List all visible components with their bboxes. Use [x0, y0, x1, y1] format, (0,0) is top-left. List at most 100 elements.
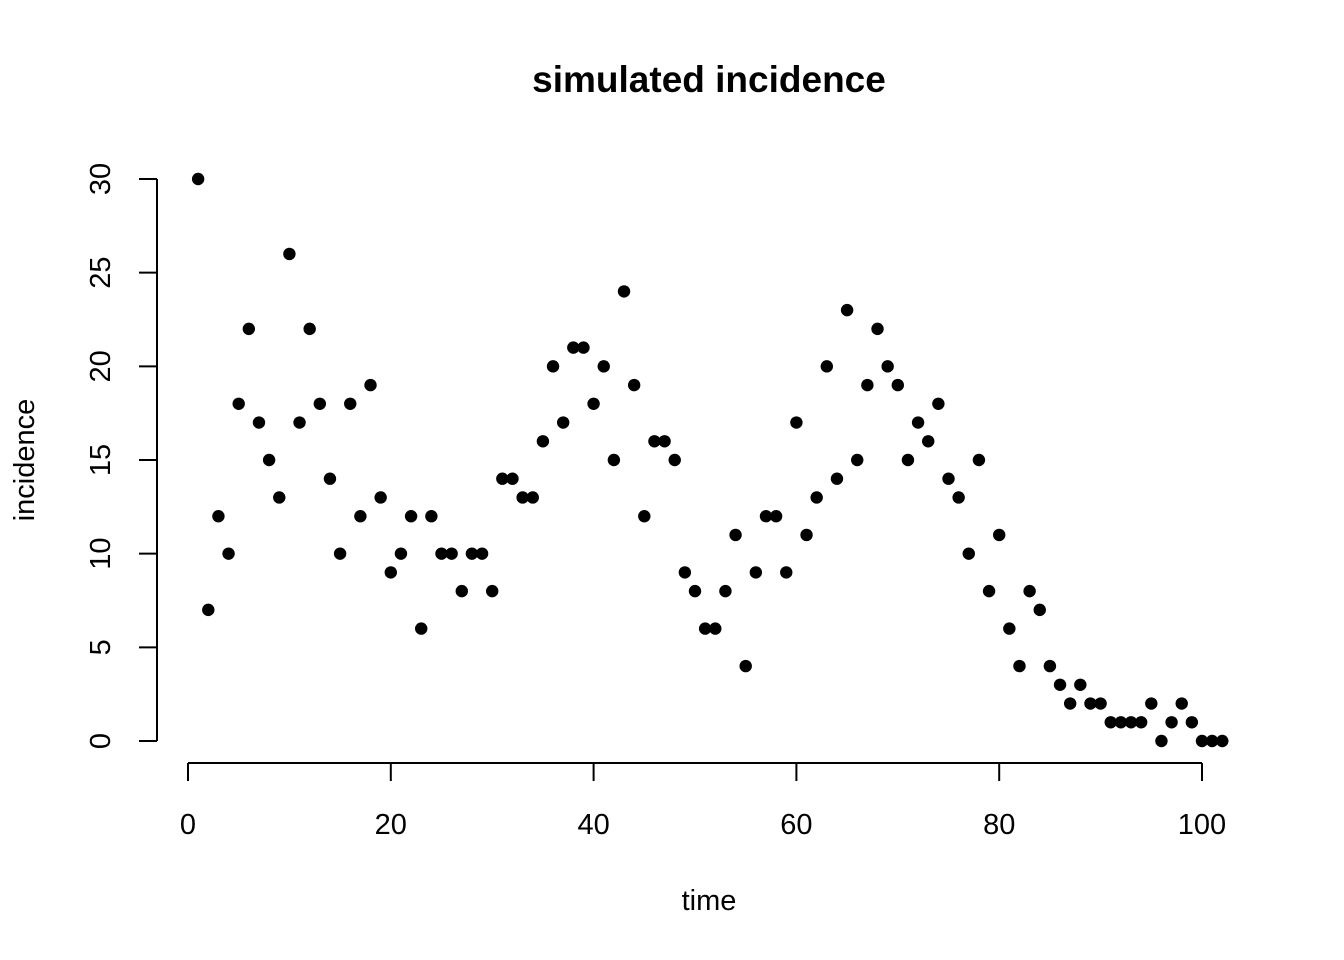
data-point [1155, 734, 1168, 748]
data-point [567, 341, 580, 354]
data-point [546, 360, 560, 373]
data-point [1084, 697, 1097, 710]
data-point [769, 510, 783, 523]
data-point [739, 659, 752, 673]
data-point [1114, 716, 1128, 729]
data-point [1205, 734, 1219, 748]
x-tick-label: 20 [375, 809, 407, 841]
data-point [982, 584, 996, 598]
data-point [861, 378, 874, 392]
data-point [273, 491, 286, 504]
data-point [668, 453, 681, 467]
x-axis-ticks: 0 20 40 60 80 100 [180, 763, 1226, 841]
data-point [1185, 716, 1199, 729]
data-point [719, 584, 732, 598]
data-point [445, 547, 458, 560]
data-point [344, 397, 357, 410]
data-point [759, 510, 773, 523]
data-point [597, 360, 610, 373]
data-point [648, 435, 661, 448]
data-point [678, 566, 692, 579]
y-tick-label: 5 [85, 639, 117, 655]
data-point [455, 584, 468, 598]
data-point [1216, 734, 1229, 748]
data-point [871, 322, 884, 336]
data-point [384, 566, 397, 579]
y-tick-label: 30 [85, 163, 117, 195]
data-point [840, 303, 854, 317]
data-point [790, 416, 803, 429]
data-point [1175, 697, 1188, 710]
data-points [191, 172, 1229, 748]
data-point [1033, 603, 1046, 617]
data-point [993, 528, 1006, 542]
data-point [658, 435, 671, 448]
data-point [1003, 622, 1016, 635]
data-point [698, 622, 712, 635]
data-point [1195, 734, 1209, 748]
data-point [627, 378, 641, 392]
data-point [952, 491, 965, 504]
data-point [1145, 697, 1158, 710]
data-point [191, 172, 205, 186]
data-point [475, 547, 489, 560]
x-tick-label: 40 [577, 809, 609, 841]
data-point [617, 285, 631, 298]
data-point [891, 378, 904, 392]
x-tick-label: 100 [1178, 809, 1226, 841]
data-point [587, 397, 600, 410]
data-point [232, 397, 245, 410]
data-point [942, 472, 955, 485]
data-point [709, 622, 722, 635]
data-point [729, 528, 742, 542]
data-point [425, 510, 438, 523]
x-tick-label: 60 [780, 809, 812, 841]
data-point [749, 566, 763, 579]
data-point [1094, 697, 1107, 710]
y-tick-label: 15 [85, 444, 117, 476]
data-point [465, 547, 479, 560]
data-point [415, 622, 428, 635]
data-point [364, 378, 377, 392]
x-tick-label: 0 [180, 809, 196, 841]
data-point [577, 341, 590, 354]
y-tick-label: 25 [85, 257, 117, 289]
data-point [800, 528, 813, 542]
data-point [283, 247, 296, 261]
data-point [1165, 716, 1178, 729]
data-point [688, 584, 702, 598]
data-point [1013, 659, 1026, 673]
data-point [222, 547, 235, 560]
data-point [820, 360, 834, 373]
y-tick-label: 10 [85, 538, 117, 570]
chart-title: simulated incidence [532, 59, 886, 100]
data-point [932, 397, 945, 410]
data-point [1074, 678, 1087, 691]
data-point [313, 397, 327, 410]
data-point [435, 547, 448, 560]
data-point [1043, 659, 1057, 673]
data-point [1023, 584, 1036, 598]
y-axis-title: incidence [9, 399, 41, 522]
data-point [911, 416, 925, 429]
data-point [486, 584, 499, 598]
x-tick-label: 80 [983, 809, 1015, 841]
data-point [242, 322, 256, 336]
data-point [1053, 678, 1067, 691]
data-point [972, 453, 986, 467]
data-point [202, 603, 215, 617]
data-point [607, 453, 621, 467]
data-point [212, 510, 225, 523]
data-point [496, 472, 509, 485]
y-tick-label: 20 [85, 350, 117, 382]
data-point [962, 547, 975, 560]
data-point [506, 472, 519, 485]
data-point [1134, 716, 1148, 729]
data-point [810, 491, 823, 504]
data-point [354, 510, 367, 523]
y-axis-ticks: 0 5 10 15 20 25 30 [85, 163, 157, 749]
y-tick-label: 0 [85, 733, 117, 749]
data-point [830, 472, 844, 485]
data-point [404, 510, 418, 523]
